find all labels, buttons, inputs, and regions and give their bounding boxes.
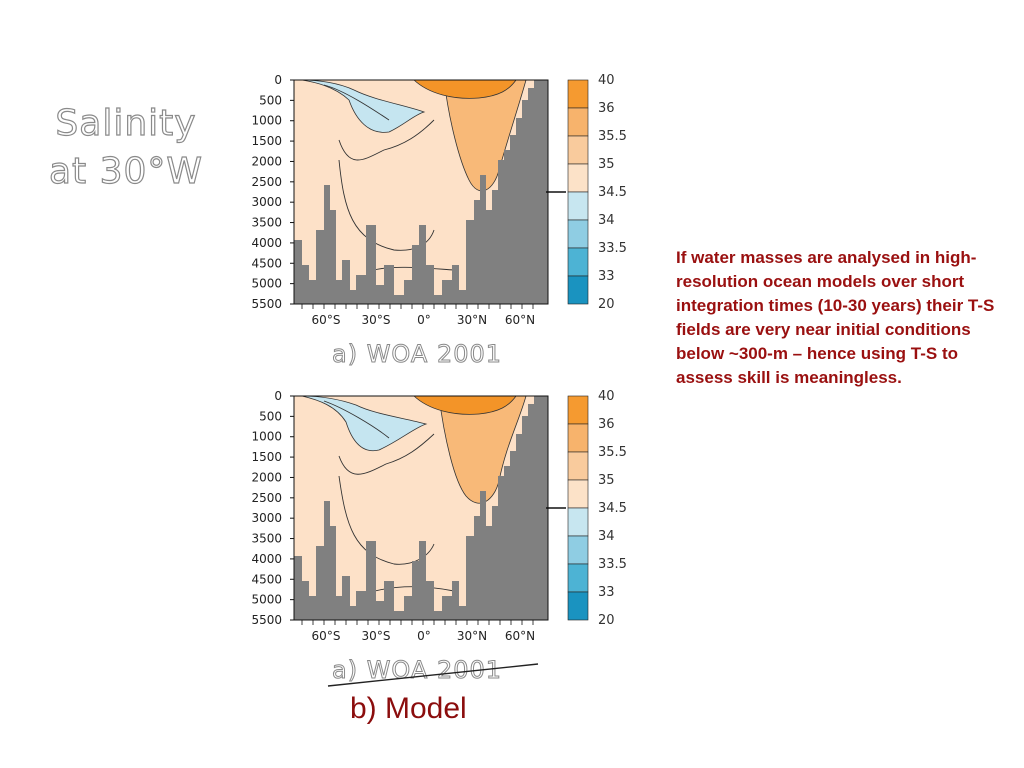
depth-tick-label: 500 <box>259 409 282 423</box>
colorbar-label: 35.5 <box>598 445 627 460</box>
depth-tick-label: 2000 <box>251 154 282 168</box>
depth-tick-label: 2500 <box>251 491 282 505</box>
slide-title: Salinity at 30°W <box>48 102 204 192</box>
salinity-34-5-region <box>301 79 426 133</box>
lat-tick-label: 0° <box>417 629 431 643</box>
colorbar-label: 33 <box>598 269 615 284</box>
colorbar-label: 34.5 <box>598 185 627 200</box>
colorbar-swatch <box>567 219 589 249</box>
salinity-section-panel-woa: 0 500 1000 1500 2000 2500 3000 3500 4000 4500 5000… <box>232 70 652 370</box>
colorbar-label: 34 <box>598 213 615 228</box>
depth-tick-label: 5500 <box>251 613 282 627</box>
depth-tick-label: 5500 <box>251 297 282 311</box>
colorbar-swatch <box>567 423 589 453</box>
depth-tick-label: 1500 <box>251 134 282 148</box>
salinity-36-region <box>412 395 517 415</box>
colorbar-swatch <box>567 507 589 537</box>
salinity-contour <box>338 119 435 161</box>
colorbar-label: 33.5 <box>598 557 627 572</box>
salinity-contour <box>323 400 390 439</box>
colorbar-swatch <box>567 275 589 305</box>
depth-tick-label: 1500 <box>251 450 282 464</box>
colorbar-label: 35 <box>598 157 615 172</box>
depth-tick-label: 4000 <box>251 552 282 566</box>
colorbar-swatch <box>567 451 589 481</box>
colorbar-swatch <box>567 163 589 193</box>
panel-b-struck-caption: a) WOA 2001 <box>331 656 503 685</box>
colorbar-label: 40 <box>598 389 615 404</box>
colorbar-swatch <box>567 107 589 137</box>
colorbar-swatch <box>567 135 589 165</box>
salinity-section-panel-model: 0 500 1000 1500 2000 2500 3000 3500 4000 4500 5000… <box>232 386 652 686</box>
colorbar-label: 36 <box>598 417 615 432</box>
colorbar-label: 35 <box>598 473 615 488</box>
depth-tick-label: 3500 <box>251 532 282 546</box>
salinity-section-plot-model: 0 500 1000 1500 2000 2500 3000 3500 4000 4500 5000… <box>251 389 627 643</box>
colorbar-swatch <box>567 79 589 109</box>
colorbar-label: 33 <box>598 585 615 600</box>
bathymetry-land <box>294 80 548 304</box>
colorbar-swatch <box>567 479 589 509</box>
depth-tick-label: 0 <box>274 73 282 87</box>
colorbar-label: 35.5 <box>598 129 627 144</box>
colorbar-label: 33.5 <box>598 241 627 256</box>
colorbar-label: 34.5 <box>598 501 627 516</box>
salinity-section-plot-woa: 0 500 1000 1500 2000 2500 3000 3500 4000 4500 5000… <box>251 73 627 327</box>
depth-tick-label: 2000 <box>251 470 282 484</box>
explanation-note: If water masses are analysed in high-res… <box>676 248 995 387</box>
panel-a-caption: a) WOA 2001 <box>331 340 503 369</box>
colorbar-label: 36 <box>598 101 615 116</box>
model-label: b) Model <box>350 692 467 725</box>
depth-tick-label: 500 <box>259 93 282 107</box>
depth-tick-label: 2500 <box>251 175 282 189</box>
lat-tick-label: 30°S <box>362 629 391 643</box>
depth-tick-label: 4500 <box>251 572 282 586</box>
depth-tick-label: 5000 <box>251 277 282 291</box>
bathymetry-land <box>294 396 548 620</box>
depth-tick-label: 1000 <box>251 114 282 128</box>
lat-tick-label: 30°S <box>362 313 391 327</box>
salinity-contour <box>373 266 455 271</box>
lat-tick-label: 60°S <box>312 629 341 643</box>
depth-tick-label: 3000 <box>251 511 282 525</box>
colorbar-label: 40 <box>598 73 615 88</box>
lat-tick-label: 60°N <box>505 313 535 327</box>
depth-tick-label: 0 <box>274 389 282 403</box>
colorbar-label: 34 <box>598 529 615 544</box>
salinity-contour <box>323 84 390 121</box>
colorbar-swatch <box>567 191 589 221</box>
strike-line <box>327 663 539 687</box>
lat-tick-label: 30°N <box>457 313 487 327</box>
lat-tick-label: 30°N <box>457 629 487 643</box>
depth-tick-label: 3500 <box>251 216 282 230</box>
depth-tick-label: 4500 <box>251 256 282 270</box>
salinity-34-5-region <box>301 395 428 452</box>
colorbar-swatch <box>567 563 589 593</box>
colorbar-swatch <box>567 591 589 621</box>
salinity-contour <box>338 433 435 475</box>
colorbar-swatch <box>567 247 589 277</box>
lat-tick-label: 0° <box>417 313 431 327</box>
colorbar-swatch <box>567 535 589 565</box>
lat-tick-label: 60°S <box>312 313 341 327</box>
colorbar-label: 20 <box>598 297 615 312</box>
colorbar-swatch <box>567 395 589 425</box>
depth-tick-label: 4000 <box>251 236 282 250</box>
lat-tick-label: 60°N <box>505 629 535 643</box>
salinity-36-region <box>412 79 517 99</box>
depth-tick-label: 5000 <box>251 593 282 607</box>
depth-tick-label: 3000 <box>251 195 282 209</box>
colorbar-label: 20 <box>598 613 615 628</box>
depth-tick-label: 1000 <box>251 430 282 444</box>
